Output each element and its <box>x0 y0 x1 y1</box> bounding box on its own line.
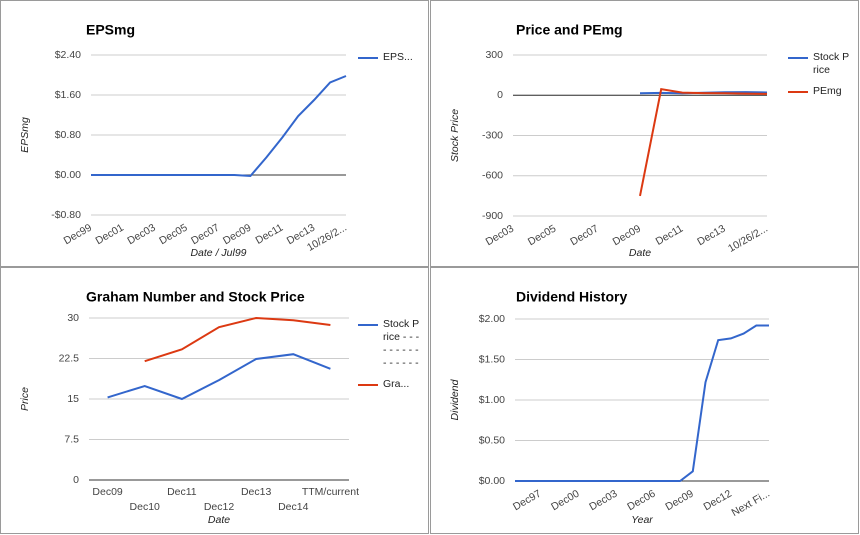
x-tick-label: Dec97 <box>511 488 543 514</box>
chart-panel: Dividend History $0.00 $0.50 $1.00 $1.50 $2.0… <box>430 267 859 534</box>
chart: Dividend History $0.00 $0.50 $1.00 $1.50 $2.0… <box>449 289 772 526</box>
chart: Price and PEmg -900 -600 -300 0 300 Dec03 Dec05… <box>449 22 770 259</box>
legend-item: PEmg <box>788 85 850 98</box>
x-tick-label: Dec11 <box>167 486 197 498</box>
x-axis-label: Date / Jul99 <box>190 247 246 259</box>
chart-panel: EPSmg -$0.80 $0.00 $0.80 $1.60 $2.40 Dec99 Dec0… <box>0 0 429 267</box>
y-tick-label: 30 <box>67 312 79 324</box>
legend-label: Stock Price - - - - - - - - - - - - - - … <box>383 318 420 369</box>
x-tick-label: Dec13 <box>241 486 272 498</box>
x-tick-label: Dec07 <box>189 222 221 248</box>
x-tick-label: Dec03 <box>125 222 157 248</box>
x-tick-label: Dec11 <box>254 222 286 247</box>
x-tick-label: Dec14 <box>278 501 309 513</box>
x-tick-label: Dec09 <box>221 222 253 248</box>
y-tick-label: $0.00 <box>55 169 81 181</box>
legend-swatch <box>358 57 378 59</box>
legend-swatch <box>788 91 808 93</box>
y-axis-label: Dividend <box>449 378 461 420</box>
y-tick-label: -300 <box>482 129 503 141</box>
y-tick-label: $1.50 <box>479 353 505 365</box>
x-tick-label: Dec09 <box>663 488 695 514</box>
x-tick-label: Dec06 <box>625 488 657 514</box>
legend: Stock Price PEmg <box>788 51 850 106</box>
x-tick-label: Dec12 <box>204 501 235 513</box>
legend-item: Gra... <box>358 378 420 391</box>
legend-item: EPS... <box>358 51 420 64</box>
legend-item: Stock Price <box>788 51 850 77</box>
y-tick-label: $0.50 <box>479 434 505 446</box>
y-tick-label: 15 <box>67 393 79 405</box>
series-line <box>91 75 347 178</box>
y-tick-label: 0 <box>497 89 503 101</box>
legend-swatch <box>358 384 378 386</box>
legend-swatch <box>358 324 378 326</box>
chart: Graham Number and Stock Price 0 7.5 15 22.5 3… <box>19 289 359 526</box>
x-tick-label: Dec10 <box>130 501 161 513</box>
y-tick-label: 7.5 <box>64 433 79 445</box>
x-tick-label: Dec11 <box>654 223 686 248</box>
x-tick-label: TTM/current <box>302 486 359 498</box>
x-axis-label: Date <box>629 247 651 259</box>
y-tick-label: $0.00 <box>479 475 505 487</box>
y-tick-label: $2.40 <box>55 49 81 61</box>
x-tick-label: Dec09 <box>611 223 643 249</box>
x-tick-label: Dec01 <box>93 222 125 248</box>
x-tick-label: Dec05 <box>526 223 558 249</box>
series-line <box>144 316 331 363</box>
y-tick-label: -600 <box>482 170 503 182</box>
legend: Stock Price - - - - - - - - - - - - - - … <box>358 318 420 399</box>
legend-label: Stock Price <box>813 51 850 76</box>
chart-title: Graham Number and Stock Price <box>86 289 305 305</box>
x-tick-label: Dec07 <box>568 223 600 249</box>
y-tick-label: -900 <box>482 210 503 222</box>
legend-swatch <box>788 57 808 59</box>
y-tick-label: -$0.80 <box>51 209 81 221</box>
x-tick-label: Dec13 <box>695 223 727 249</box>
y-axis-label: Stock Price <box>449 109 461 162</box>
legend-item: Stock Price - - - - - - - - - - - - - - … <box>358 318 420 370</box>
chart-title: EPSmg <box>86 22 135 38</box>
x-tick-label: Dec03 <box>587 488 619 514</box>
legend-label: Gra... <box>383 378 410 390</box>
x-tick-label: Dec09 <box>92 486 123 498</box>
y-tick-label: $2.00 <box>479 313 505 325</box>
y-axis-label: Price <box>19 387 31 411</box>
series-line <box>639 88 768 197</box>
series-line <box>515 324 769 482</box>
legend-label: PEmg <box>813 85 842 97</box>
y-tick-label: $0.80 <box>55 129 81 141</box>
series-line <box>107 353 331 401</box>
x-tick-label: Dec00 <box>549 488 581 514</box>
x-tick-label: Dec99 <box>62 222 94 248</box>
y-tick-label: $1.00 <box>479 394 505 406</box>
x-tick-label: Dec03 <box>484 223 516 249</box>
y-tick-label: 22.5 <box>59 352 80 364</box>
chart-panel: Graham Number and Stock Price 0 7.5 15 22.5 3… <box>0 267 429 534</box>
x-tick-label: Next Fi... <box>730 488 772 519</box>
x-tick-label: 10/26/2... <box>726 223 770 255</box>
chart-title: Price and PEmg <box>516 22 623 38</box>
x-axis-label: Date <box>208 514 230 526</box>
y-axis-label: EPSmg <box>19 117 31 153</box>
x-axis-label: Year <box>631 514 653 526</box>
y-tick-label: 0 <box>73 474 79 486</box>
x-tick-label: Dec05 <box>157 222 189 248</box>
chart-panel: Price and PEmg -900 -600 -300 0 300 Dec03 Dec05… <box>430 0 859 267</box>
y-tick-label: 300 <box>485 49 503 61</box>
legend-label: EPS... <box>383 51 413 63</box>
legend: EPS... <box>358 51 420 72</box>
y-tick-label: $1.60 <box>55 89 81 101</box>
chart-title: Dividend History <box>516 289 627 305</box>
